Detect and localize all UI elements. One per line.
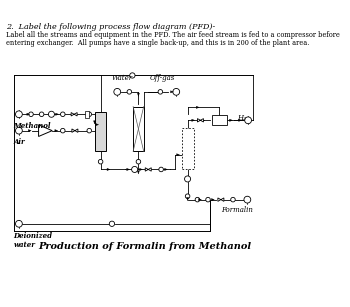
Circle shape: [29, 112, 33, 117]
Circle shape: [15, 220, 22, 227]
Bar: [85, 111, 89, 118]
Polygon shape: [55, 130, 58, 132]
Polygon shape: [145, 168, 151, 171]
Circle shape: [87, 128, 92, 133]
Polygon shape: [71, 113, 77, 116]
Circle shape: [48, 111, 55, 117]
Circle shape: [185, 194, 190, 198]
Text: 2.  Label the following process flow diagram (PFD)-: 2. Label the following process flow diag…: [6, 23, 215, 31]
Polygon shape: [127, 168, 130, 170]
Polygon shape: [192, 119, 195, 121]
Circle shape: [136, 159, 141, 164]
Polygon shape: [107, 168, 110, 170]
Circle shape: [231, 197, 235, 202]
Polygon shape: [38, 125, 52, 137]
Text: Formalin: Formalin: [221, 206, 253, 214]
Circle shape: [87, 112, 92, 117]
Polygon shape: [196, 106, 199, 108]
Circle shape: [245, 117, 252, 124]
Text: Methanol: Methanol: [14, 122, 51, 130]
Text: entering exchanger.  All pumps have a single back-up, and this is in 200 of the : entering exchanger. All pumps have a sin…: [6, 39, 309, 47]
Text: Deionized
water: Deionized water: [14, 231, 52, 249]
Circle shape: [98, 159, 103, 164]
Circle shape: [61, 128, 65, 133]
Circle shape: [114, 88, 121, 95]
Polygon shape: [27, 113, 30, 115]
Polygon shape: [187, 197, 189, 201]
Polygon shape: [230, 119, 232, 121]
Circle shape: [15, 111, 22, 118]
Polygon shape: [177, 154, 180, 156]
Polygon shape: [93, 121, 96, 124]
Text: Water: Water: [112, 74, 133, 82]
Polygon shape: [198, 199, 201, 201]
Circle shape: [158, 90, 163, 94]
Circle shape: [244, 196, 251, 203]
Polygon shape: [211, 199, 214, 201]
Text: Air: Air: [14, 138, 25, 146]
Bar: [95, 112, 106, 151]
Text: Off-gas: Off-gas: [150, 74, 175, 82]
Bar: [182, 128, 194, 169]
Circle shape: [159, 167, 163, 172]
Polygon shape: [239, 119, 241, 121]
Circle shape: [132, 166, 138, 173]
Circle shape: [173, 88, 180, 95]
Polygon shape: [56, 113, 58, 115]
Circle shape: [195, 197, 200, 202]
Circle shape: [39, 112, 44, 117]
Text: Label all the streams and equipment in the PFD. The air feed stream is fed to a : Label all the streams and equipment in t…: [6, 32, 340, 40]
Circle shape: [184, 176, 191, 182]
Polygon shape: [28, 130, 31, 132]
Polygon shape: [96, 123, 98, 126]
Polygon shape: [138, 171, 139, 174]
Circle shape: [15, 127, 22, 134]
Circle shape: [206, 197, 210, 202]
Polygon shape: [197, 119, 203, 122]
Bar: [133, 107, 144, 151]
Text: Production of Formalin from Methanol: Production of Formalin from Methanol: [38, 242, 251, 251]
Polygon shape: [140, 168, 142, 170]
Polygon shape: [138, 93, 139, 96]
Polygon shape: [72, 129, 78, 132]
Polygon shape: [170, 91, 173, 93]
Circle shape: [130, 73, 135, 78]
Text: H₂: H₂: [237, 114, 246, 122]
Polygon shape: [164, 168, 167, 170]
Bar: [212, 115, 227, 126]
Circle shape: [109, 221, 114, 227]
Polygon shape: [218, 198, 224, 201]
Circle shape: [127, 90, 132, 94]
Circle shape: [61, 112, 65, 117]
